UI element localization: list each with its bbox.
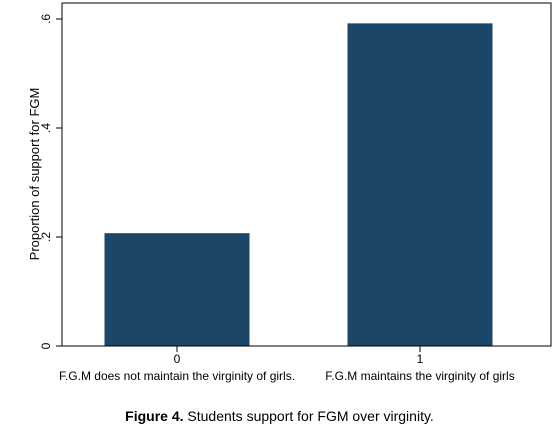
y-tick-label: .2 [39, 232, 53, 242]
x-axis: 0 F.G.M does not maintain the virginity o… [59, 345, 551, 383]
caption-lead: Figure 4. [125, 408, 184, 424]
x-tick-label: 0 [174, 352, 181, 366]
y-tick-label: .6 [39, 14, 53, 24]
x-tick-label: 1 [417, 352, 424, 366]
caption-text: Students support for FGM over virginity. [183, 408, 434, 424]
bar-0 [104, 233, 250, 346]
y-tick-label: 0 [39, 342, 53, 349]
x-category-description: F.G.M does not maintain the virginity of… [59, 369, 295, 383]
bar-1 [347, 23, 493, 347]
y-axis-label: Proportion of support for FGM [27, 88, 42, 261]
bar-chart: 0 .2 .4 .6 0 F.G.M does not maintain the vir… [27, 2, 552, 383]
y-tick-label: .4 [39, 123, 53, 133]
figure-caption: Figure 4. Students support for FGM over … [0, 408, 559, 424]
chart-container: 0 .2 .4 .6 0 F.G.M does not maintain the vir… [27, 2, 552, 383]
x-category-description: F.G.M maintains the virginity of girls [325, 369, 514, 383]
y-axis: 0 .2 .4 .6 [39, 3, 63, 349]
bars-group [104, 23, 493, 347]
